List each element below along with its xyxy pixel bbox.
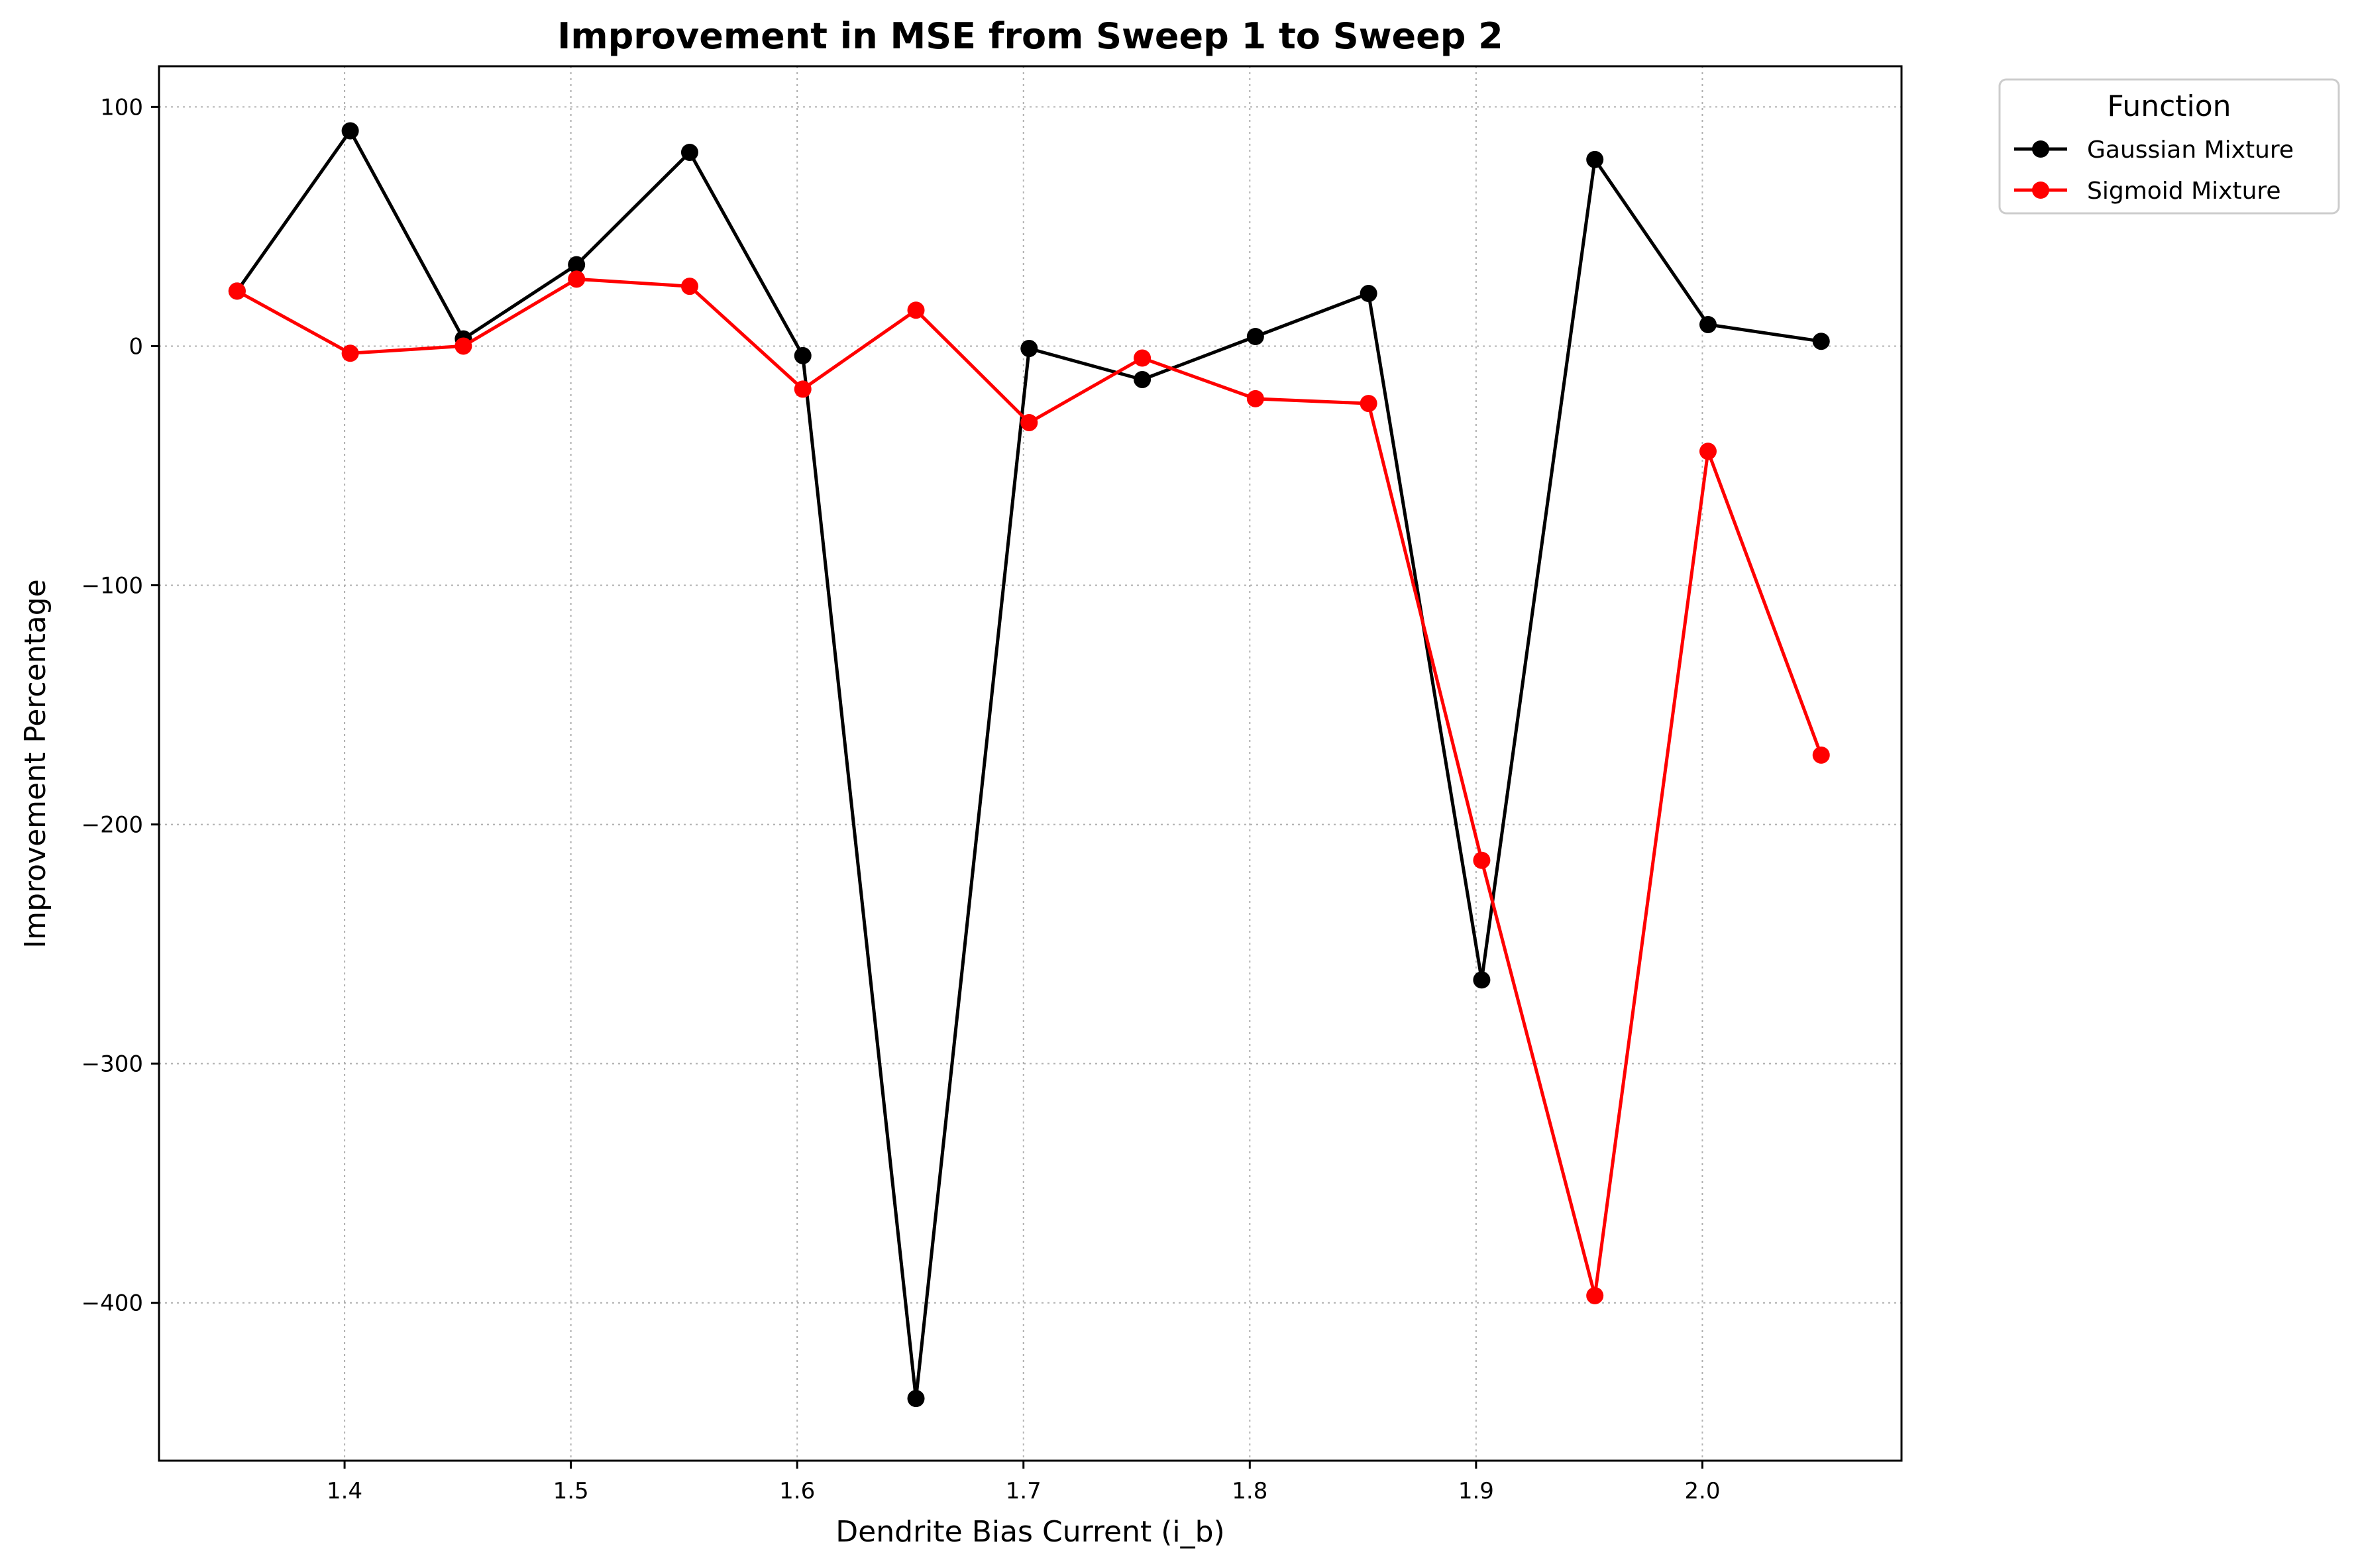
gaussian-mixture-point	[794, 346, 812, 364]
sigmoid-mixture-point	[680, 278, 698, 295]
x-tick-label: 1.9	[1458, 1478, 1494, 1504]
sigmoid-mixture-legend-marker	[2032, 182, 2049, 199]
x-axis-label: Dendrite Bias Current (i_b)	[835, 1515, 1224, 1549]
sigmoid-mixture-point	[1473, 851, 1491, 869]
legend-box	[1998, 78, 2340, 215]
y-tick-label: 0	[129, 333, 143, 360]
sigmoid-mixture-point	[1020, 413, 1038, 431]
gaussian-mixture-point	[680, 143, 698, 161]
gaussian-mixture-legend-label: Gaussian Mixture	[2087, 136, 2294, 164]
y-tick-label: −300	[81, 1051, 143, 1078]
gaussian-mixture-point	[1473, 971, 1491, 989]
x-tick-label: 1.8	[1232, 1478, 1267, 1504]
legend-title: Function	[2107, 89, 2231, 123]
x-tick-label: 2.0	[1684, 1478, 1720, 1504]
gaussian-mixture-legend-marker	[2032, 140, 2049, 158]
sigmoid-mixture-point	[341, 344, 359, 362]
gaussian-mixture-point	[1134, 370, 1152, 388]
sigmoid-mixture-point	[1586, 1286, 1604, 1304]
sigmoid-mixture-point	[794, 380, 812, 398]
sigmoid-mixture-point	[907, 301, 925, 319]
sigmoid-mixture-point	[568, 270, 586, 288]
legend-entries: Gaussian Mixture Sigmoid Mixture	[2014, 136, 2294, 205]
gaussian-mixture-point	[568, 256, 586, 274]
y-tick-label: −200	[81, 812, 143, 839]
y-tick-label: −100	[81, 573, 143, 600]
x-tick-label: 1.7	[1006, 1478, 1042, 1504]
sigmoid-mixture-legend-label: Sigmoid Mixture	[2087, 178, 2281, 205]
sigmoid-mixture-point	[455, 337, 472, 355]
gaussian-mixture-point	[1020, 340, 1038, 358]
axis-ticks: 1.4 1.5 1.6 1.7 1.8 1.9 2.0 100 0 −100 −200 −300 −40…	[81, 94, 1721, 1504]
y-axis-label: Improvement Percentage	[19, 579, 52, 949]
gaussian-mixture-point	[907, 1390, 925, 1408]
sigmoid-mixture-point	[1699, 443, 1717, 460]
series-layer	[228, 122, 1830, 1408]
gaussian-mixture-point	[1360, 285, 1377, 303]
x-tick-label: 1.4	[327, 1478, 362, 1504]
gaussian-mixture-point	[1812, 333, 1830, 350]
y-tick-label: −400	[81, 1290, 143, 1317]
gaussian-mixture-point	[341, 122, 359, 140]
x-tick-label: 1.6	[779, 1478, 815, 1504]
plot-area-frame	[158, 65, 1903, 1462]
sigmoid-mixture-point	[1812, 746, 1830, 764]
gaussian-mixture-point	[1246, 328, 1264, 346]
sigmoid-mixture-point	[1134, 349, 1152, 367]
sigmoid-mixture-point	[228, 282, 246, 300]
gaussian-mixture-point	[1699, 315, 1717, 333]
sigmoid-mixture-point	[1360, 395, 1377, 413]
chart-title: Improvement in MSE from Sweep 1 to Sweep…	[557, 15, 1503, 57]
x-tick-label: 1.5	[553, 1478, 589, 1504]
legend: Function Gaussian Mixture Sigmoid Mixture	[1998, 78, 2340, 215]
gaussian-mixture-point	[1586, 150, 1604, 168]
sigmoid-mixture-point	[1246, 390, 1264, 407]
y-tick-label: 100	[100, 94, 143, 121]
